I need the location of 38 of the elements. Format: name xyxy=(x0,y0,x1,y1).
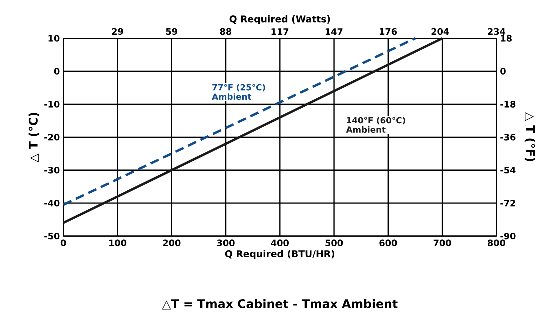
y-tick-label: -50 xyxy=(44,232,60,240)
x-tick-label: 300 xyxy=(217,240,235,246)
x-axis-title: Q Required (BTU/HR) xyxy=(225,250,335,260)
y-tick-label: 10 xyxy=(48,35,60,42)
y2-tick-label: -36 xyxy=(500,134,516,141)
y-tick-label: 0 xyxy=(54,68,60,75)
x-tick-label: 400 xyxy=(271,240,289,246)
y2-tick-label: -72 xyxy=(500,200,516,206)
y-tick-label: -30 xyxy=(44,166,60,174)
x-tick-label: 200 xyxy=(163,240,181,246)
x-tick-label: 800 xyxy=(488,240,506,246)
x-tick-label: 600 xyxy=(380,240,398,246)
x-tick-label: 500 xyxy=(326,240,344,246)
y-axis-title: △ T (°C) xyxy=(28,112,40,163)
y2-tick-label: -18 xyxy=(500,100,516,108)
y-tick-label: -10 xyxy=(44,100,60,108)
annotation: 77°F (25°C) Ambient xyxy=(212,84,266,100)
x-tick-label: 700 xyxy=(434,240,452,246)
x-tick-label: 100 xyxy=(110,240,127,246)
y-tick-label: -40 xyxy=(44,200,60,207)
annotation: 140°F (60°C) Ambient xyxy=(346,117,406,133)
x2-tick-label: 234 xyxy=(488,28,506,35)
x2-axis-title: Q Required (Watts) xyxy=(230,15,330,24)
x2-tick-label: 29 xyxy=(112,28,124,35)
x-tick-label: 0 xyxy=(60,240,66,246)
x2-tick-label: 176 xyxy=(380,28,398,35)
y2-tick-label: -90 xyxy=(500,232,516,240)
x2-tick-label: 59 xyxy=(166,28,178,35)
x2-tick-label: 117 xyxy=(272,28,289,35)
y2-tick-label: 18 xyxy=(501,35,512,42)
text: △T = Tmax Cabinet - Tmax Ambient xyxy=(162,299,398,310)
y2-axis-title: △ T (°F) xyxy=(524,112,536,162)
x2-tick-label: 204 xyxy=(432,28,450,35)
x2-tick-label: 147 xyxy=(326,28,343,35)
y2-tick-label: 0 xyxy=(500,68,506,75)
x2-tick-label: 88 xyxy=(220,28,232,35)
y-tick-label: -20 xyxy=(44,134,60,141)
y2-tick-label: -54 xyxy=(500,166,516,174)
